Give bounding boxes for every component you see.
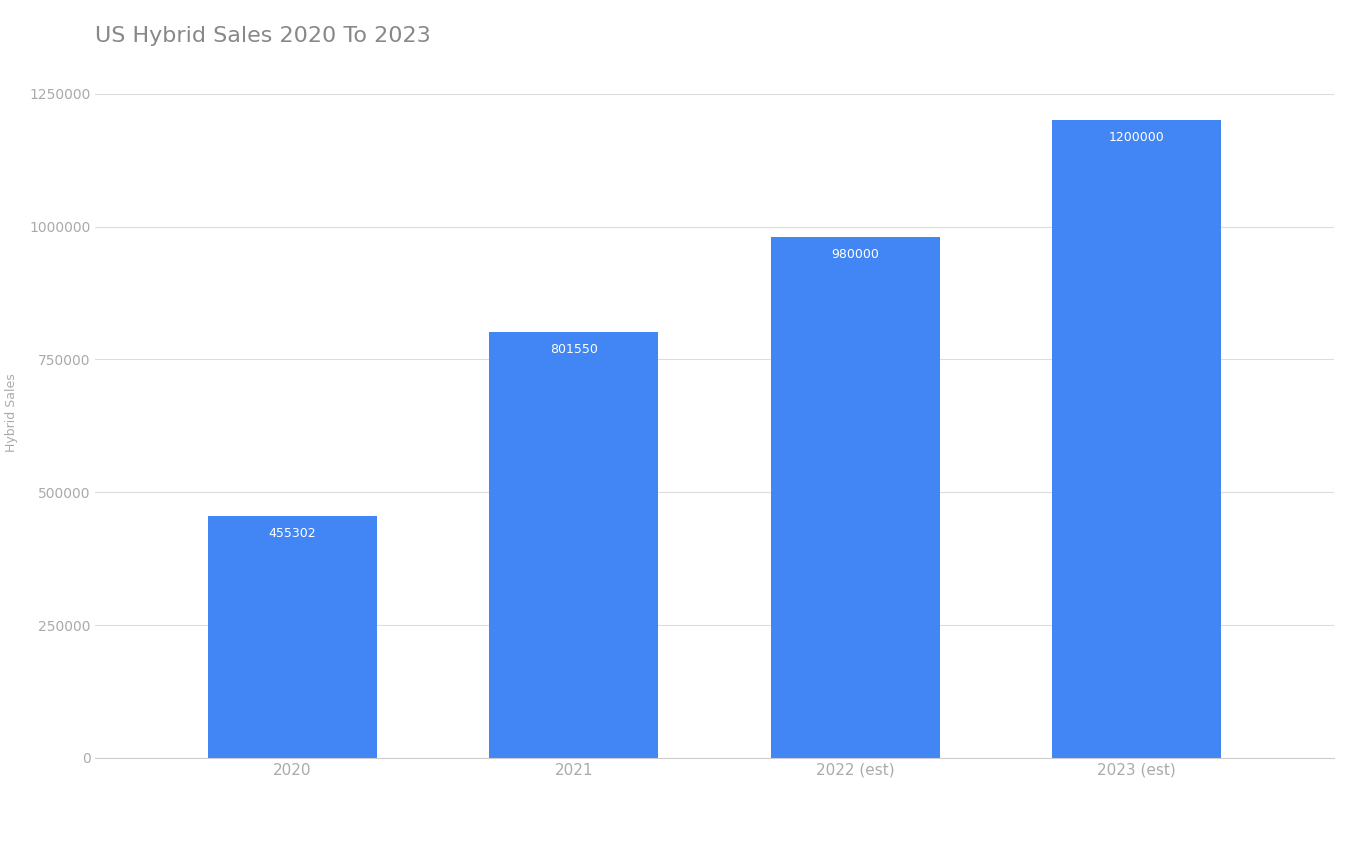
Text: 801550: 801550 (550, 343, 597, 355)
Text: 455302: 455302 (268, 526, 316, 540)
Bar (208, 516, 377, 758)
Text: US Hybrid Sales 2020 To 2023: US Hybrid Sales 2020 To 2023 (95, 26, 431, 46)
Bar (490, 332, 659, 758)
Y-axis label: Hybrid Sales: Hybrid Sales (5, 373, 18, 452)
Text: 1200000: 1200000 (1109, 131, 1165, 144)
Bar (770, 237, 939, 758)
Bar (1052, 120, 1221, 758)
Text: 980000: 980000 (832, 248, 879, 261)
